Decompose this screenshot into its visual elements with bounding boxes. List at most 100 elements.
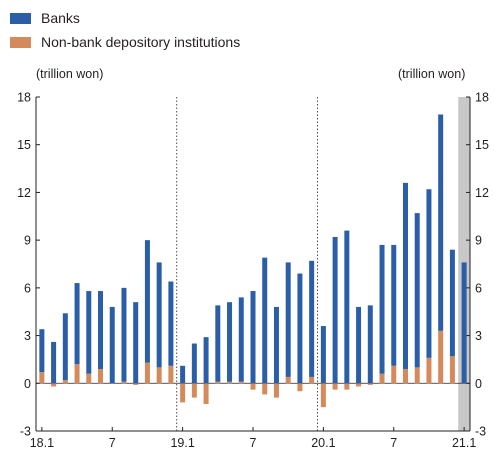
right-y-tick-label: 15 bbox=[475, 138, 489, 152]
bar-nonbank bbox=[203, 383, 209, 404]
bar-banks bbox=[109, 306, 115, 384]
bar-banks bbox=[391, 244, 397, 366]
bar-banks bbox=[133, 302, 139, 384]
bar-nonbank bbox=[344, 383, 350, 390]
x-tick-label: 7 bbox=[250, 436, 257, 450]
bar-nonbank bbox=[332, 383, 338, 390]
right-y-tick-label: 6 bbox=[475, 281, 482, 295]
bar-nonbank bbox=[74, 364, 80, 384]
bar-nonbank bbox=[227, 381, 233, 384]
bar-nonbank bbox=[426, 357, 432, 384]
bar-banks bbox=[98, 291, 104, 369]
bar-banks bbox=[438, 114, 444, 331]
right-y-tick-label: 9 bbox=[475, 234, 482, 248]
right-unit-label: (trillion won) bbox=[398, 67, 465, 81]
legend-label-nonbank: Non-bank depository institutions bbox=[41, 34, 241, 50]
bar-nonbank bbox=[402, 368, 408, 384]
bar-banks bbox=[250, 291, 256, 384]
bar-banks bbox=[402, 182, 408, 369]
bar-nonbank bbox=[133, 383, 139, 385]
bar-banks bbox=[426, 189, 432, 358]
bar-banks bbox=[309, 260, 315, 377]
bar-banks bbox=[356, 306, 362, 384]
bar-nonbank bbox=[180, 383, 186, 403]
bar-nonbank bbox=[449, 356, 455, 384]
bar-nonbank bbox=[121, 381, 127, 384]
bar-nonbank bbox=[320, 383, 326, 408]
bar-nonbank bbox=[391, 365, 397, 384]
bar-banks bbox=[461, 262, 467, 384]
left-y-tick-label: 15 bbox=[17, 138, 31, 152]
bar-banks bbox=[227, 302, 233, 382]
legend-swatch-banks bbox=[10, 12, 31, 24]
bar-nonbank bbox=[191, 383, 197, 398]
bar-banks bbox=[414, 213, 420, 368]
bar-banks bbox=[320, 326, 326, 384]
bar-banks bbox=[238, 297, 244, 382]
x-tick-label: 19.1 bbox=[170, 436, 194, 450]
bar-nonbank bbox=[414, 367, 420, 384]
left-y-tick-label: 18 bbox=[17, 91, 31, 105]
bar-banks bbox=[379, 244, 385, 374]
bar-banks bbox=[332, 236, 338, 384]
legend-item-nonbank: Non-bank depository institutions bbox=[10, 30, 240, 54]
bar-nonbank bbox=[39, 372, 45, 384]
bar-banks bbox=[62, 313, 68, 381]
legend-label-banks: Banks bbox=[41, 10, 80, 26]
legend-swatch-nonbank bbox=[10, 36, 31, 48]
bar-nonbank bbox=[273, 383, 279, 398]
bar-banks bbox=[262, 257, 268, 384]
bar-banks bbox=[39, 329, 45, 373]
bar-nonbank bbox=[51, 383, 57, 387]
x-tick-label: 18.1 bbox=[30, 436, 54, 450]
bar-banks bbox=[144, 240, 150, 363]
bar-banks bbox=[285, 262, 291, 377]
bar-banks bbox=[156, 262, 162, 368]
bar-banks bbox=[191, 343, 197, 384]
bar-banks bbox=[51, 341, 57, 384]
bar-banks bbox=[215, 305, 221, 382]
bar-nonbank bbox=[356, 383, 362, 387]
right-y-tick-label: -3 bbox=[475, 425, 486, 439]
left-y-tick-label: 3 bbox=[24, 329, 31, 343]
bar-banks bbox=[203, 337, 209, 384]
bar-nonbank bbox=[262, 383, 268, 395]
bar-banks bbox=[74, 283, 80, 365]
right-y-tick-label: 0 bbox=[475, 377, 482, 391]
x-tick-label: 7 bbox=[390, 436, 397, 450]
bar-nonbank bbox=[309, 376, 315, 384]
x-tick-label: 7 bbox=[109, 436, 116, 450]
right-y-tick-label: 18 bbox=[475, 91, 489, 105]
legend-item-banks: Banks bbox=[10, 6, 240, 30]
bar-nonbank bbox=[62, 380, 68, 384]
bar-nonbank bbox=[98, 368, 104, 384]
bar-nonbank bbox=[285, 376, 291, 384]
left-unit-label: (trillion won) bbox=[36, 67, 103, 81]
left-y-tick-label: 6 bbox=[24, 281, 31, 295]
bar-banks bbox=[180, 365, 186, 384]
bar-nonbank bbox=[379, 373, 385, 384]
bar-nonbank bbox=[215, 381, 221, 384]
left-y-tick-label: -3 bbox=[20, 425, 31, 439]
legend: Banks Non-bank depository institutions bbox=[10, 6, 240, 54]
left-y-tick-label: 12 bbox=[17, 186, 31, 200]
bar-banks bbox=[367, 305, 373, 384]
bar-nonbank bbox=[156, 367, 162, 384]
bar-nonbank bbox=[86, 373, 92, 384]
bar-banks bbox=[297, 273, 303, 384]
bar-nonbank bbox=[144, 362, 150, 384]
bar-nonbank bbox=[297, 383, 303, 392]
left-y-tick-label: 9 bbox=[24, 234, 31, 248]
x-tick-label: 21.1 bbox=[452, 436, 476, 450]
bar-banks bbox=[168, 281, 174, 366]
bar-nonbank bbox=[250, 383, 256, 390]
bar-banks bbox=[273, 306, 279, 384]
bar-banks bbox=[86, 291, 92, 374]
right-y-tick-label: 12 bbox=[475, 186, 489, 200]
bar-nonbank bbox=[238, 381, 244, 384]
bar-banks bbox=[449, 249, 455, 357]
bar-banks bbox=[344, 230, 350, 384]
bar-nonbank bbox=[367, 383, 373, 385]
x-tick-label: 20.1 bbox=[311, 436, 335, 450]
